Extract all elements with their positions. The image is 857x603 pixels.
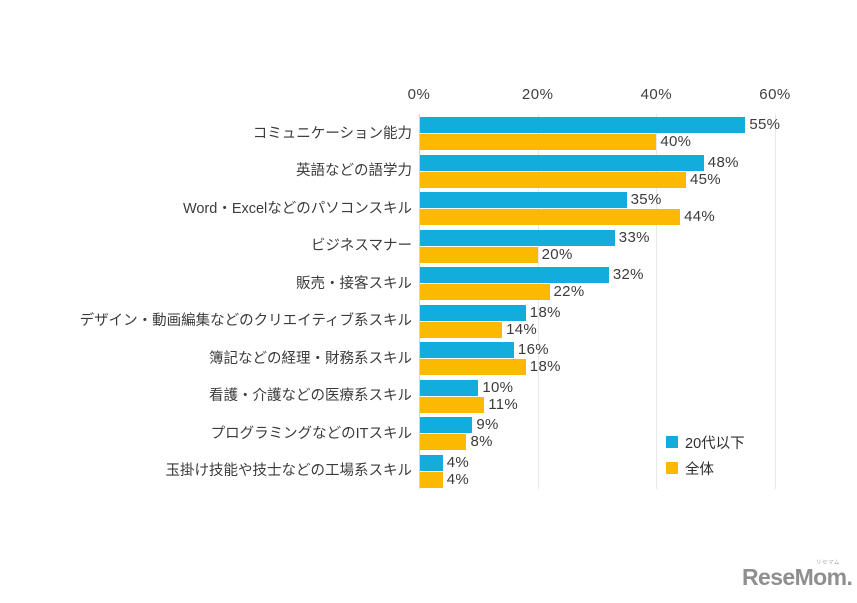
bar-total[interactable] <box>419 171 686 188</box>
bar-value-label: 44% <box>684 208 715 225</box>
bar-value-label: 10% <box>482 378 514 396</box>
resemom-logo: リセマム ReseMom. <box>742 558 853 592</box>
bar-group: 55% 40% <box>419 117 780 150</box>
legend-swatch-icon <box>666 462 678 474</box>
bar-young[interactable] <box>419 454 443 471</box>
bar-group: 18% 14% <box>419 303 775 338</box>
category-label: ビジネスマナー <box>310 238 412 254</box>
bar-group: 9% 8% <box>419 417 775 450</box>
bar-total[interactable] <box>419 321 503 338</box>
bar-young[interactable] <box>419 379 479 396</box>
category-label: Word・Excelなどのパソコンスキル <box>182 200 412 217</box>
bar-value-label: 40% <box>660 133 692 150</box>
x-tick-label: 20% <box>521 86 554 103</box>
bar-total[interactable] <box>419 209 681 225</box>
legend-item-young[interactable]: 20代以下 <box>666 429 796 455</box>
bar-total[interactable] <box>419 134 657 150</box>
bar-value-label: 4% <box>446 470 469 488</box>
bar-value-label: 4% <box>446 453 469 471</box>
bar-value-label: 20% <box>541 245 573 263</box>
logo-wordmark: ReseMom. <box>742 564 853 590</box>
bar-value-label: 33% <box>618 228 650 246</box>
category-label: 看護・介護などの医療系スキル <box>209 388 412 404</box>
bar-young[interactable] <box>419 342 514 358</box>
bar-young[interactable] <box>419 267 609 283</box>
category-label: 簿記などの経理・財務系スキル <box>209 350 412 367</box>
bar-value-label: 14% <box>506 320 537 338</box>
bar-value-label: 18% <box>529 358 561 375</box>
bar-total[interactable] <box>419 434 467 450</box>
category-label: デザイン・動画編集などのクリエイティブ系スキル <box>79 313 412 329</box>
bar-value-label: 9% <box>476 416 499 433</box>
gridline <box>775 114 776 489</box>
plot-area: 55% 40% 48% 45% 35% 44% 33% 20% 32% 22% 18% 14% 16% 1… <box>419 114 780 489</box>
bar-young[interactable] <box>419 229 615 246</box>
bar-total[interactable] <box>419 471 443 488</box>
bar-value-label: 35% <box>630 191 662 208</box>
bar-value-label: 45% <box>690 170 721 188</box>
category-axis-labels: コミュニケーション能力英語などの語学力 Word・Excelなどのパソコンスキルビ… <box>20 114 412 489</box>
bar-young[interactable] <box>419 192 627 208</box>
value-axis-line <box>419 114 420 489</box>
legend-label: 全体 <box>685 461 714 478</box>
bar-group: 48% 45% <box>419 153 775 188</box>
x-tick-label: 60% <box>759 86 791 103</box>
bar-group: 33% 20% <box>419 228 775 263</box>
bar-young[interactable] <box>419 117 746 133</box>
bar-value-label: 18% <box>529 303 561 321</box>
bar-young[interactable] <box>419 154 704 171</box>
bar-value-label: 11% <box>488 395 519 413</box>
bar-value-label: 22% <box>553 283 585 300</box>
gridline <box>537 114 539 489</box>
category-label: プログラミングなどのITスキル <box>210 425 412 442</box>
legend-item-total[interactable]: 全体 <box>666 455 796 481</box>
bar-group: 4% 4% <box>419 453 775 488</box>
x-tick-label: 40% <box>640 86 673 103</box>
bar-group: 32% 22% <box>419 267 775 300</box>
logo-kana-text: リセマム <box>815 560 840 566</box>
bar-group: 16% 18% <box>419 342 775 375</box>
bar-total[interactable] <box>419 396 485 413</box>
bar-young[interactable] <box>419 417 473 433</box>
category-label: 玉掛け技能や技士などの工場系スキル <box>165 463 413 479</box>
bar-value-label: 32% <box>612 266 644 283</box>
chart-legend: 20代以下 全体 <box>666 429 796 481</box>
bar-value-label: 8% <box>470 433 493 450</box>
bar-total[interactable] <box>419 359 526 375</box>
x-tick-label: 0% <box>407 86 431 103</box>
legend-swatch-icon <box>666 436 678 448</box>
category-label: コミュニケーション能力 <box>252 125 412 142</box>
x-axis-tick-labels: 0% 20% 40% 60% <box>0 86 857 108</box>
bar-total[interactable] <box>419 284 550 300</box>
bar-group: 35% 44% <box>419 192 775 225</box>
bar-value-label: 48% <box>707 153 739 171</box>
gridline <box>656 114 658 489</box>
bar-young[interactable] <box>419 304 526 321</box>
bar-group: 10% 11% <box>419 378 775 413</box>
legend-label: 20代以下 <box>685 435 745 452</box>
bar-total[interactable] <box>419 246 538 263</box>
bar-value-label: 16% <box>517 341 549 358</box>
category-label: 英語などの語学力 <box>296 163 412 179</box>
category-label: 販売・接客スキル <box>296 275 412 292</box>
bar-value-label: 55% <box>749 116 781 133</box>
